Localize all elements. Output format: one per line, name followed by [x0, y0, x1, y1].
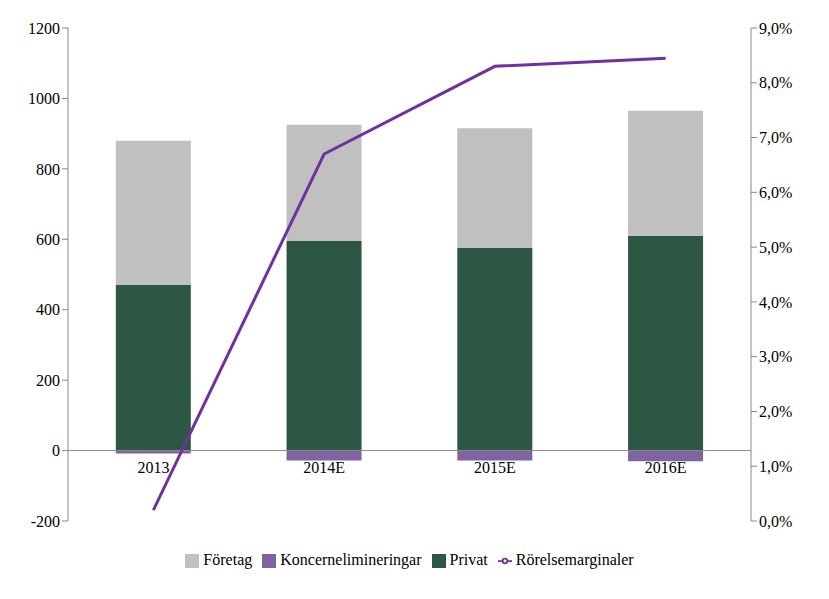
- svg-text:4,0%: 4,0%: [759, 294, 792, 311]
- svg-text:6,0%: 6,0%: [759, 184, 792, 201]
- html-text:Koncernelimineringar: Koncernelimineringar: [280, 551, 422, 568]
- svg-text:600: 600: [36, 231, 60, 248]
- svg-text:2015E: 2015E: [474, 459, 516, 476]
- html-text:Rörelsemarginaler: Rörelsemarginaler: [515, 551, 634, 568]
- svg-text:5,0%: 5,0%: [759, 239, 792, 256]
- svg-text:800: 800: [36, 161, 60, 178]
- svg-text:200: 200: [36, 372, 60, 389]
- svg-text:3,0%: 3,0%: [759, 348, 792, 365]
- svg-text:0,0%: 0,0%: [759, 513, 792, 530]
- html-text:Företag: Företag: [203, 551, 253, 568]
- html-text:Privat: Privat: [449, 551, 488, 568]
- svg-text:400: 400: [36, 301, 60, 318]
- svg-text:-200: -200: [31, 513, 60, 530]
- svg-text:1000: 1000: [28, 90, 60, 107]
- svg-text:9,0%: 9,0%: [759, 20, 792, 37]
- svg-text:1200: 1200: [28, 20, 60, 37]
- svg-text:8,0%: 8,0%: [759, 74, 792, 91]
- svg-text:2016E: 2016E: [645, 459, 687, 476]
- svg-text:2013: 2013: [137, 459, 169, 476]
- svg-text:1,0%: 1,0%: [759, 458, 792, 475]
- svg-text:0: 0: [52, 442, 60, 459]
- svg-text:2014E: 2014E: [303, 459, 345, 476]
- svg-text:7,0%: 7,0%: [759, 129, 792, 146]
- svg-text:2,0%: 2,0%: [759, 403, 792, 420]
